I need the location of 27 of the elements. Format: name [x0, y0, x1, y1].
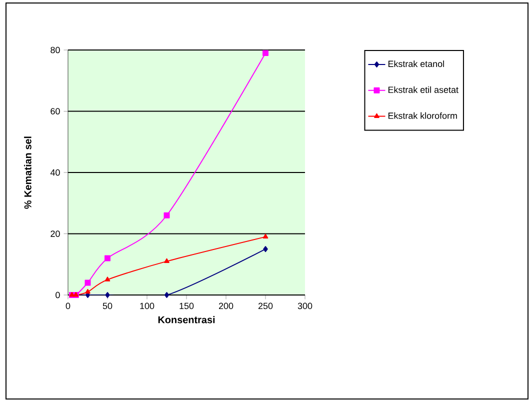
x-tick-label: 150	[180, 302, 194, 310]
x-tick-label: 100	[140, 302, 154, 310]
point	[263, 246, 268, 252]
x-axis-title: Konsentrasi	[158, 316, 215, 324]
point	[104, 276, 110, 282]
point	[105, 292, 110, 298]
point	[164, 292, 170, 298]
y-axis-title: % Kematian sel	[24, 136, 32, 209]
y-tick-label: 80	[50, 46, 60, 54]
point	[104, 255, 110, 262]
legend-label: Ekstrak etil asetat	[388, 86, 458, 93]
y-tick-label: 20	[50, 230, 60, 237]
point	[262, 234, 268, 239]
x-tick-label: 0	[66, 302, 70, 310]
point	[262, 50, 268, 56]
x-tick-label: 200	[218, 302, 234, 310]
point	[164, 258, 170, 264]
point	[85, 288, 90, 294]
x-tick-label: 250	[258, 302, 273, 310]
point	[164, 212, 170, 218]
x-tick-label: 300	[298, 302, 312, 310]
y-tick-label: 0	[56, 292, 60, 298]
x-tick-label: 50	[102, 302, 112, 310]
y-tick-label: 40	[50, 169, 60, 176]
legend-label: Ekstrak etanol	[388, 60, 444, 68]
y-tick-label: 60	[50, 108, 60, 114]
legend-label: Ekstrak kloroform	[388, 112, 457, 119]
